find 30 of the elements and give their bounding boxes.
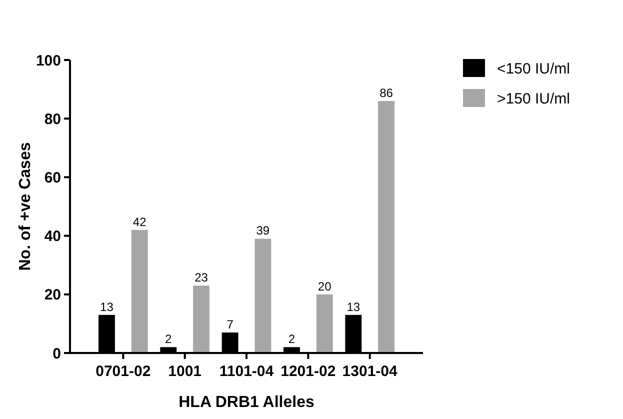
bar bbox=[254, 238, 272, 353]
bar bbox=[316, 294, 333, 353]
data-label: 13 bbox=[346, 300, 360, 314]
data-label: 20 bbox=[318, 279, 332, 294]
data-label: 39 bbox=[256, 224, 270, 238]
x-tick-label: 1001 bbox=[168, 363, 202, 380]
y-tick-label: 20 bbox=[44, 286, 61, 304]
data-label: 86 bbox=[380, 86, 394, 100]
x-tick-label: 0701-02 bbox=[96, 363, 151, 380]
legend-label: >150 IU/ml bbox=[497, 90, 570, 108]
y-tick-label: 0 bbox=[52, 345, 61, 362]
x-tick-label: 1301-04 bbox=[342, 363, 398, 380]
y-tick-label: 60 bbox=[44, 169, 61, 186]
bar bbox=[378, 101, 394, 353]
x-tick-label: 1201-02 bbox=[280, 363, 336, 380]
y-tick-label: 80 bbox=[44, 110, 61, 128]
data-label: 13 bbox=[100, 300, 114, 314]
data-label: 2 bbox=[165, 332, 172, 346]
y-tick-label: 40 bbox=[44, 228, 61, 246]
data-label: 2 bbox=[288, 332, 296, 346]
y-tick-label: 100 bbox=[36, 52, 61, 70]
x-tick-label: 1101-04 bbox=[219, 363, 274, 380]
bar bbox=[193, 286, 210, 353]
x-axis-title: HLA DRB1 Alleles bbox=[178, 394, 314, 411]
data-label: 7 bbox=[226, 317, 234, 332]
y-axis-title: No. of +ve Cases bbox=[17, 142, 34, 271]
legend-label: <150 IU/ml bbox=[497, 60, 570, 78]
data-label: 42 bbox=[132, 214, 147, 229]
bar bbox=[131, 230, 148, 353]
data-label: 23 bbox=[194, 270, 208, 285]
